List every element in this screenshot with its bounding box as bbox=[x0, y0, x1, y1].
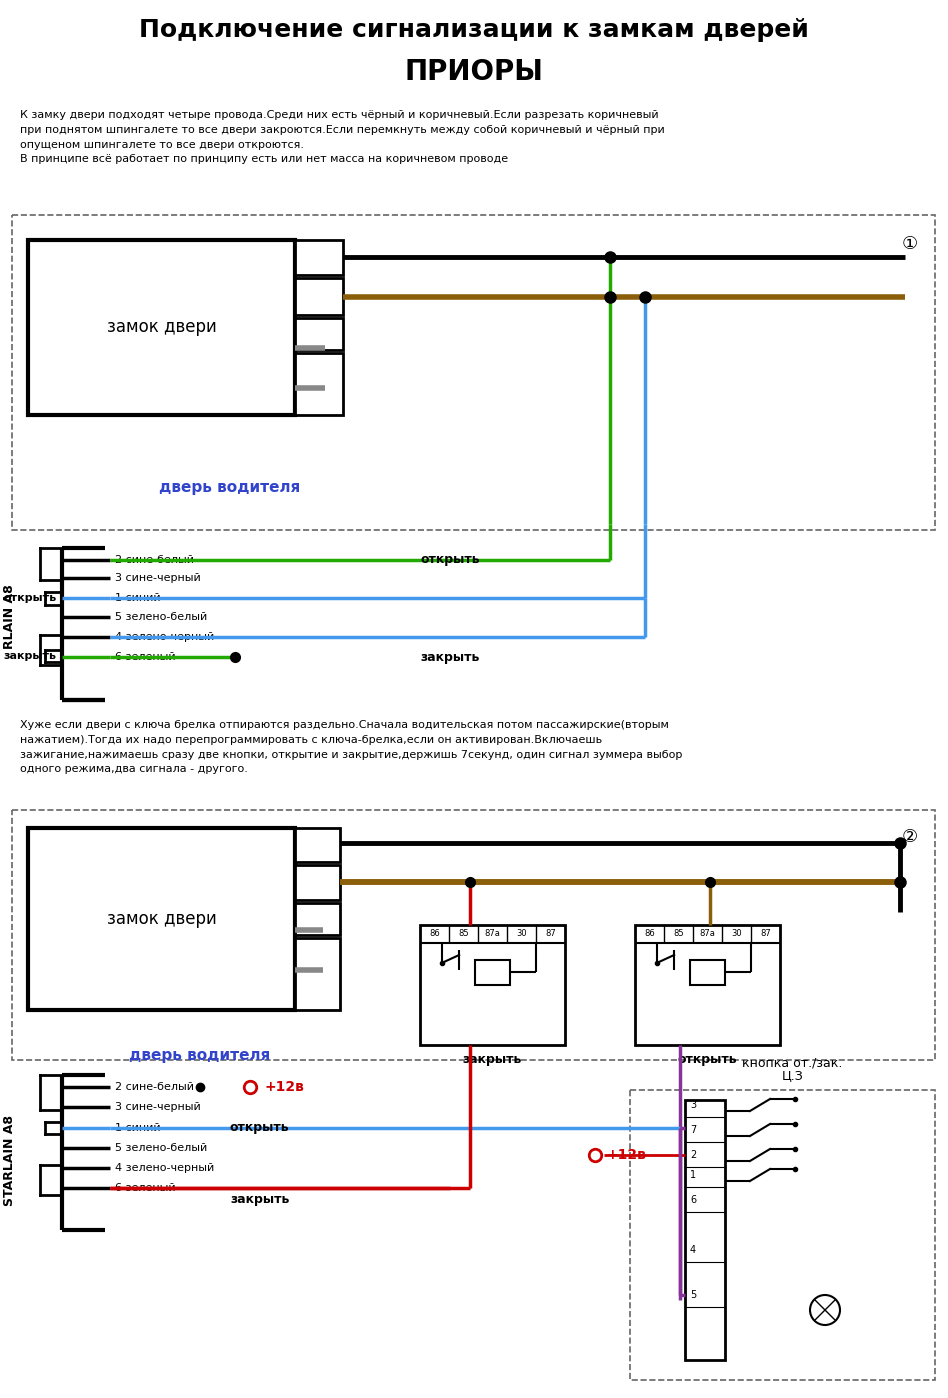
Text: 85: 85 bbox=[458, 930, 469, 938]
Text: замок двери: замок двери bbox=[106, 319, 216, 337]
Text: 5 зелено-белый: 5 зелено-белый bbox=[115, 1144, 208, 1153]
Text: Ц.З: Ц.З bbox=[781, 1069, 803, 1082]
Text: дверь водителя: дверь водителя bbox=[159, 480, 301, 495]
Polygon shape bbox=[690, 960, 725, 986]
Polygon shape bbox=[295, 240, 343, 275]
Text: RLAIN A8: RLAIN A8 bbox=[4, 584, 16, 650]
Text: дверь водителя: дверь водителя bbox=[129, 1048, 270, 1062]
Text: 1 синий: 1 синий bbox=[115, 593, 160, 603]
Polygon shape bbox=[420, 925, 565, 1044]
Polygon shape bbox=[295, 828, 340, 863]
Text: 3: 3 bbox=[690, 1100, 696, 1110]
Polygon shape bbox=[295, 278, 343, 315]
Text: закрыть: закрыть bbox=[230, 1194, 289, 1206]
Text: 85: 85 bbox=[673, 930, 684, 938]
Polygon shape bbox=[635, 925, 780, 1044]
Polygon shape bbox=[295, 903, 340, 935]
Polygon shape bbox=[295, 317, 343, 350]
Text: 5: 5 bbox=[690, 1290, 696, 1300]
Text: 3 сине-черный: 3 сине-черный bbox=[115, 573, 201, 583]
Text: 87: 87 bbox=[545, 930, 556, 938]
Text: 6 зеленый: 6 зеленый bbox=[115, 1183, 175, 1192]
Polygon shape bbox=[28, 828, 295, 1009]
Text: открыть: открыть bbox=[230, 1121, 290, 1135]
Text: 87a: 87a bbox=[484, 930, 501, 938]
Text: ①: ① bbox=[902, 235, 918, 253]
Text: 4 зелено-черный: 4 зелено-черный bbox=[115, 632, 214, 642]
Text: 2: 2 bbox=[690, 1151, 696, 1160]
Text: 1: 1 bbox=[690, 1170, 696, 1180]
Text: открыть: открыть bbox=[4, 593, 57, 603]
Text: кнопка от./зак.: кнопка от./зак. bbox=[742, 1057, 843, 1069]
Text: замок двери: замок двери bbox=[106, 910, 216, 928]
Text: 30: 30 bbox=[731, 930, 742, 938]
Text: Хуже если двери с ключа брелка отпираются раздельно.Сначала водительская потом п: Хуже если двери с ключа брелка отпираютс… bbox=[20, 720, 683, 774]
Text: 4 зелено-черный: 4 зелено-черный bbox=[115, 1163, 214, 1173]
Polygon shape bbox=[685, 1100, 725, 1360]
Text: 1 синий: 1 синий bbox=[115, 1123, 160, 1132]
Text: 86: 86 bbox=[644, 930, 655, 938]
Text: закрыть: закрыть bbox=[463, 1053, 522, 1067]
Text: 87a: 87a bbox=[700, 930, 716, 938]
Text: 6 зеленый: 6 зеленый bbox=[115, 651, 175, 663]
Text: 2 сине-белый: 2 сине-белый bbox=[115, 555, 194, 565]
Text: 86: 86 bbox=[429, 930, 440, 938]
Polygon shape bbox=[28, 240, 295, 415]
Text: 4: 4 bbox=[690, 1246, 696, 1255]
Text: 6: 6 bbox=[690, 1195, 696, 1205]
Text: 30: 30 bbox=[517, 930, 527, 938]
Text: закрыть: закрыть bbox=[420, 650, 480, 664]
Text: STARLAIN A8: STARLAIN A8 bbox=[4, 1114, 16, 1205]
Text: закрыть: закрыть bbox=[4, 651, 57, 661]
Text: Подключение сигнализации к замкам дверей: Подключение сигнализации к замкам дверей bbox=[139, 18, 809, 42]
Polygon shape bbox=[295, 865, 340, 900]
Text: 7: 7 bbox=[690, 1125, 696, 1135]
Text: +12в: +12в bbox=[265, 1081, 305, 1095]
Text: открыть: открыть bbox=[678, 1053, 738, 1067]
Polygon shape bbox=[295, 354, 343, 415]
Polygon shape bbox=[295, 938, 340, 1009]
Text: 5 зелено-белый: 5 зелено-белый bbox=[115, 612, 208, 622]
Text: 3 сине-черный: 3 сине-черный bbox=[115, 1102, 201, 1111]
Text: ②: ② bbox=[902, 828, 918, 846]
Text: +12в: +12в bbox=[607, 1148, 647, 1162]
Text: К замку двери подходят четыре провода.Среди них есть чёрный и коричневый.Если ра: К замку двери подходят четыре провода.Ср… bbox=[20, 110, 665, 165]
Text: ПРИОРЫ: ПРИОРЫ bbox=[405, 57, 543, 87]
Text: 87: 87 bbox=[760, 930, 771, 938]
Text: 2 сине-белый: 2 сине-белый bbox=[115, 1082, 194, 1092]
Text: открыть: открыть bbox=[420, 554, 480, 566]
Polygon shape bbox=[475, 960, 510, 986]
